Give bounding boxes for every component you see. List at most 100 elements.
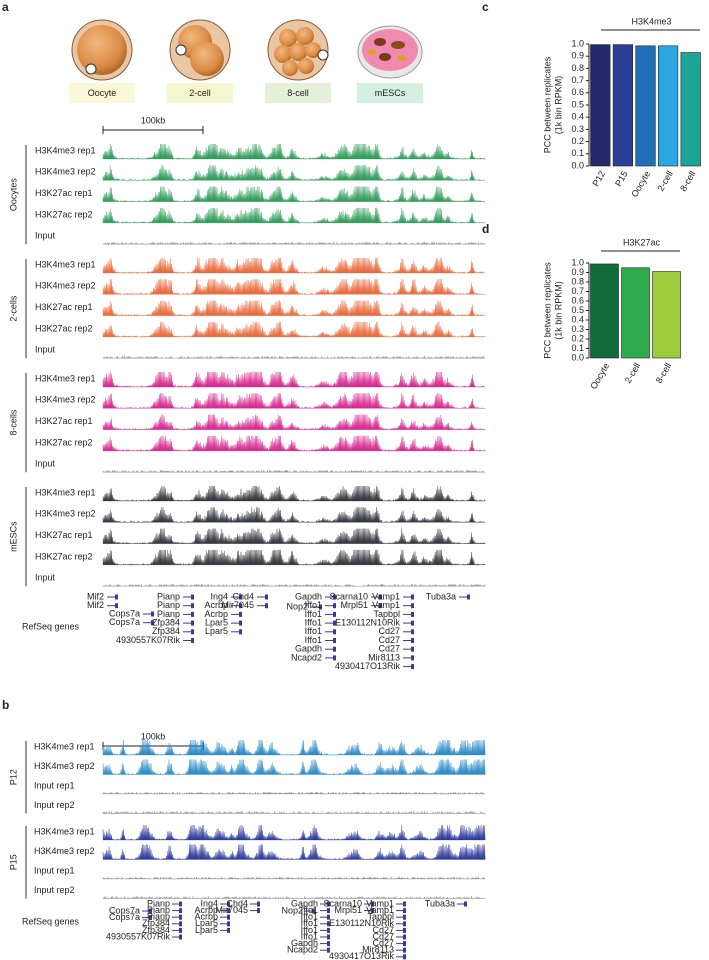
bar [612, 44, 633, 167]
track-label: H3K27ac rep2 [35, 551, 93, 561]
gene-exon [179, 934, 182, 940]
signal-track [102, 810, 486, 815]
scale-label: 100kb [141, 731, 166, 741]
group-label: Oocytes [8, 178, 18, 212]
group-label: P15 [8, 854, 18, 870]
genes-label: RefSeq genes [22, 621, 80, 631]
y-tick-label: 0.5 [571, 99, 584, 109]
signal-track [102, 321, 486, 338]
y-tick-label: 0.6 [571, 295, 584, 305]
gene-exon [257, 901, 260, 907]
gene-exon [319, 604, 322, 610]
y-tick-label: 1.0 [571, 38, 584, 48]
gene-name: Iffo1 [305, 635, 322, 645]
y-tick-label: 0.2 [571, 136, 584, 146]
x-tick-label: 8-cell [678, 169, 697, 193]
gene-exon [403, 901, 406, 907]
gene-name: Mir7045 [221, 600, 254, 610]
gene-exon [411, 629, 414, 635]
x-tick-label: Oocyte [629, 169, 652, 199]
signal-track [102, 528, 486, 545]
track-label: H3K4me3 rep1 [34, 826, 95, 836]
track-label: H3K27ac rep1 [35, 416, 93, 426]
gene-exon [333, 611, 336, 617]
gene-name: Cops7a [109, 912, 140, 922]
gene-exon [333, 594, 336, 600]
gene-exon [371, 908, 374, 914]
gene-name: Lpar5 [205, 617, 228, 627]
gene-name: Tapbpl [367, 912, 394, 922]
gene-exon [411, 594, 414, 600]
bar [680, 52, 701, 167]
gene-name: Cd27 [378, 626, 400, 636]
signal-track [102, 485, 486, 502]
track-label: H3K4me3 rep1 [34, 741, 95, 751]
stage-box [167, 83, 233, 103]
gene-name: Iffo1 [305, 626, 322, 636]
group-label: mESCs [8, 521, 18, 552]
gene-name: Lpar5 [195, 925, 218, 935]
signal-track [102, 791, 486, 795]
gene-exon [403, 941, 406, 947]
gene-exon [191, 638, 194, 643]
track-label: H3K4me3 rep1 [35, 487, 96, 497]
gene-name: Cd27 [378, 644, 400, 654]
gene-name: Mir7045 [215, 905, 248, 915]
gene-name: Scarna10 [323, 898, 362, 908]
y-tick-label: 0.3 [571, 324, 584, 334]
gene-name: Cd27 [372, 931, 394, 941]
gene-name: Zfp384 [142, 925, 170, 935]
gene-exon [239, 603, 242, 609]
signal-track [102, 279, 486, 295]
gene-name: Gapdh [291, 938, 318, 948]
gene-name: Ncapd2 [287, 945, 318, 955]
gene-exon [115, 603, 118, 609]
gene-name: Iffo1 [301, 931, 318, 941]
y-tick-label: 0.9 [571, 267, 584, 277]
y-tick-label: 0.4 [571, 314, 584, 324]
gene-name: Nop2 [286, 601, 308, 611]
gene-name: Mrpl51 [340, 600, 368, 610]
gene-name: Vamp1 [372, 600, 400, 610]
panel-label: b [2, 698, 9, 712]
panel-label: a [2, 0, 9, 14]
panel-label: d [482, 222, 489, 236]
track-label: H3K27ac rep1 [35, 188, 93, 198]
gene-exon [333, 646, 336, 652]
gene-exon [327, 927, 330, 933]
chart-title: H3K4me3 [631, 16, 671, 26]
gene-exon [149, 908, 152, 914]
gene-exon [403, 947, 406, 953]
panel-label: c [482, 0, 489, 14]
gene-name: 4930557K07Rik [116, 635, 181, 645]
signal-track [102, 876, 486, 880]
gene-name: 4930417O13Rik [335, 661, 401, 671]
track-label: H3K4me3 rep2 [35, 281, 96, 291]
gene-exon [239, 629, 242, 635]
gene-name: Ing4 [200, 898, 218, 908]
bar [652, 271, 681, 359]
gene-name: Gapdh [295, 644, 322, 654]
track-label: H3K27ac rep2 [35, 209, 93, 219]
stage-box [357, 83, 423, 103]
stage-label: 2-cell [189, 88, 211, 98]
gene-name: Pianp [157, 609, 180, 619]
track-label: H3K27ac rep2 [35, 323, 93, 333]
gene-name: Zfp384 [152, 617, 180, 627]
bar [621, 267, 650, 359]
gene-name: Tuba3a [426, 591, 456, 601]
y-tick-label: 0.2 [571, 333, 584, 343]
gene-name: Iffo1 [305, 609, 322, 619]
signal-track [102, 824, 486, 841]
stage-label: Oocyte [88, 88, 117, 98]
gene-exon [227, 901, 230, 907]
gene-name: Iffo1 [301, 918, 318, 928]
y-tick-label: 0.7 [571, 75, 584, 85]
gene-name: Mif2 [87, 600, 104, 610]
gene-exon [227, 921, 230, 927]
gene-exon [403, 908, 406, 914]
y-axis-label: (1k bin RPKM) [553, 281, 563, 340]
group-label: 2-cells [8, 295, 18, 322]
gene-name: Tuba3a [425, 898, 455, 908]
gene-exon [403, 914, 406, 920]
